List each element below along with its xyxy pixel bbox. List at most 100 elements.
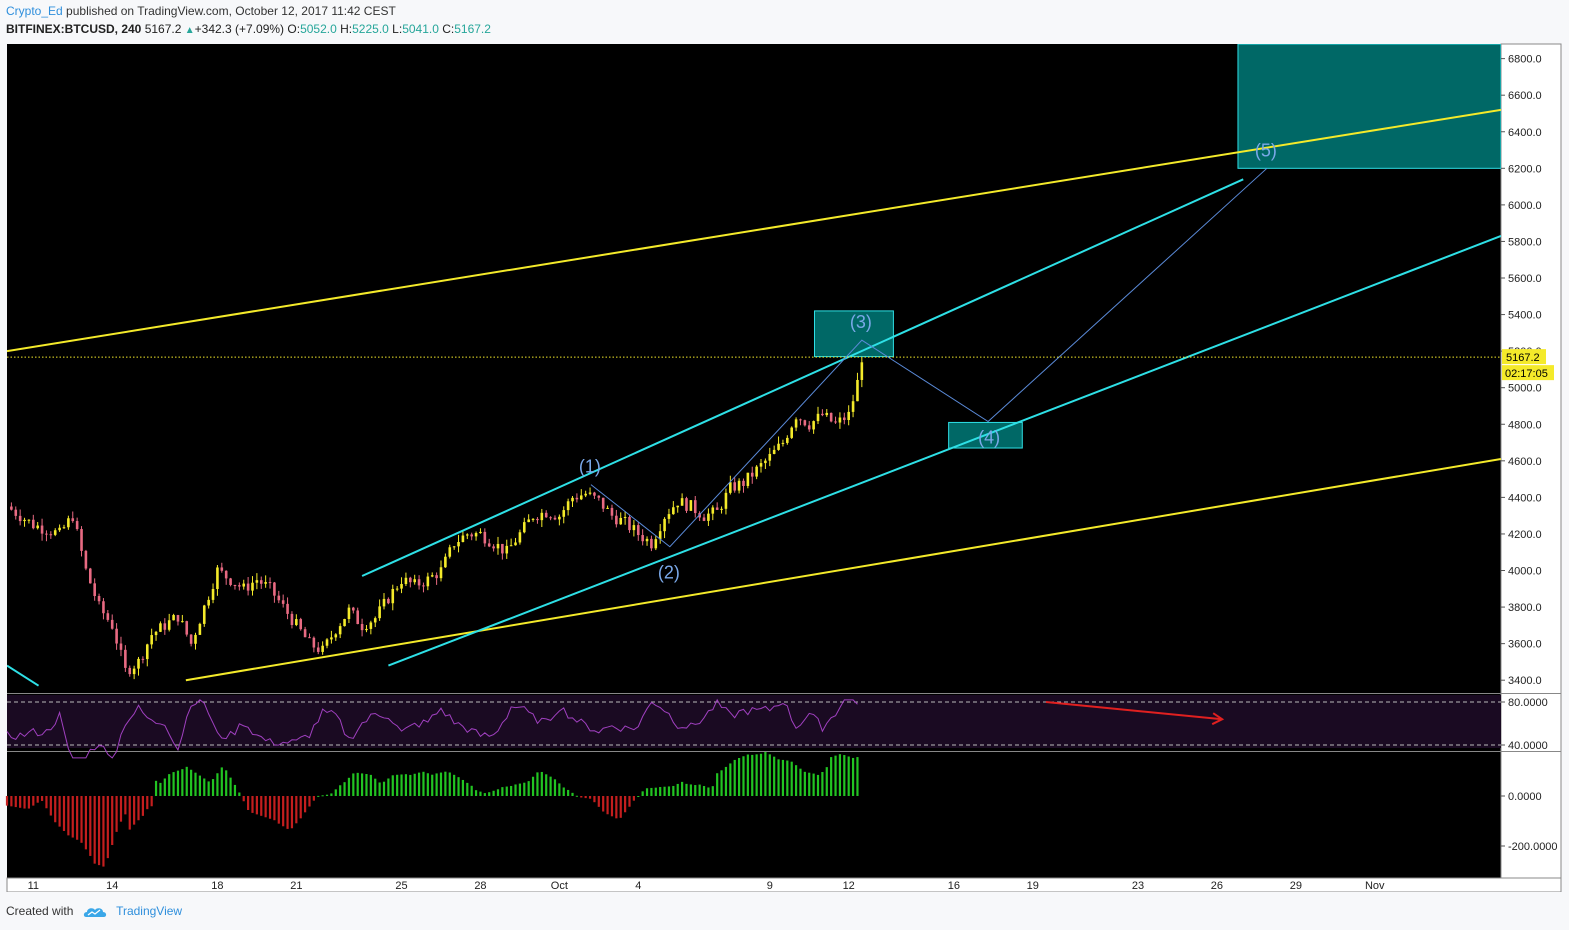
- rsi-divergence-arrow: [1045, 701, 1223, 721]
- histogram-bar: [71, 796, 74, 838]
- price-tick-label: 4800.0: [1508, 419, 1542, 431]
- candle-body: [18, 515, 22, 522]
- histogram-bar: [492, 790, 495, 796]
- histogram-bar: [816, 774, 820, 796]
- candle-body: [746, 472, 750, 486]
- histogram-bar: [606, 796, 609, 815]
- histogram-bar: [764, 751, 767, 796]
- histogram-bar: [518, 783, 522, 796]
- candle-body: [32, 519, 35, 529]
- histogram-bar: [558, 783, 561, 796]
- histogram-bar: [242, 796, 245, 802]
- histogram-bar: [374, 778, 377, 796]
- histogram-bar: [624, 796, 627, 813]
- histogram-bar: [396, 774, 399, 796]
- time-tick-label: 29: [1290, 880, 1302, 892]
- candle-body: [224, 570, 228, 579]
- histogram-bar: [339, 785, 342, 796]
- candle-body: [509, 545, 513, 547]
- candle-body: [119, 643, 123, 650]
- tradingview-cloud-icon: [83, 908, 106, 917]
- candle-body: [816, 413, 820, 422]
- price-tick-label: 6200.0: [1508, 163, 1542, 175]
- candle-body: [167, 620, 171, 630]
- price-tick-label: 6600.0: [1508, 90, 1542, 102]
- author-link[interactable]: Crypto_Ed: [6, 4, 63, 18]
- candle-body: [181, 621, 184, 623]
- trendline: [361, 178, 1244, 577]
- candle-body: [768, 453, 772, 461]
- histogram-bar: [391, 775, 394, 796]
- histogram-bar: [694, 785, 697, 796]
- candle-body: [623, 517, 627, 519]
- symbol-line: BITFINEX:BTCUSD, 240 5167.2 ▲+342.3 (+7.…: [6, 22, 491, 36]
- histogram-bar: [439, 772, 443, 796]
- candle-body: [238, 585, 241, 587]
- candle-body: [733, 482, 737, 491]
- candle-body: [308, 637, 311, 639]
- histogram-bar: [282, 796, 285, 827]
- histogram-bar: [457, 777, 460, 796]
- candle-body: [829, 412, 833, 422]
- histogram-bar: [685, 783, 688, 796]
- candle-body: [474, 533, 478, 537]
- candle-body: [185, 621, 189, 635]
- candle-body: [619, 517, 623, 525]
- candle-body: [189, 634, 193, 644]
- candle-body: [759, 463, 763, 467]
- candle-body: [150, 635, 153, 645]
- candle-body: [365, 628, 368, 631]
- candle-body: [540, 512, 544, 521]
- high-label: H:: [340, 22, 353, 36]
- candle-body: [102, 601, 105, 614]
- histogram-bar: [49, 796, 52, 816]
- histogram-bar: [295, 796, 298, 824]
- countdown-tag: [1502, 365, 1554, 381]
- last-price: 5167.2: [144, 22, 182, 36]
- histogram-bar: [453, 774, 456, 796]
- candle-body: [382, 598, 386, 607]
- price-tick-label: 3400.0: [1508, 675, 1542, 687]
- candle-body: [566, 501, 570, 511]
- candle-body: [847, 411, 850, 421]
- candle-body: [536, 518, 539, 521]
- close-label: C:: [442, 22, 455, 36]
- price-tick-label: 4200.0: [1508, 529, 1542, 541]
- candle-body: [856, 379, 859, 402]
- histogram-bar: [128, 796, 131, 830]
- candle-body: [202, 605, 206, 624]
- candle-body: [198, 623, 202, 635]
- price-tick-label: 5600.0: [1508, 273, 1542, 285]
- time-tick-label: 25: [395, 880, 407, 892]
- price-chart[interactable]: 3400.03600.03800.04000.04200.04400.04600…: [0, 42, 1569, 892]
- trendline: [7, 108, 1501, 353]
- histogram-bar: [856, 757, 859, 796]
- candle-body: [803, 420, 807, 426]
- candle-body: [40, 525, 44, 534]
- candle-body: [672, 507, 675, 515]
- histogram-bar: [273, 796, 276, 821]
- rsi-tick-label: 80.0000: [1508, 697, 1548, 709]
- histogram-bar: [400, 774, 403, 796]
- candle-body: [715, 507, 719, 510]
- candle-body: [834, 421, 837, 423]
- candle-body: [395, 588, 399, 590]
- candle-body: [689, 500, 693, 511]
- candle-body: [522, 522, 526, 533]
- rsi-arrow-head: [1211, 712, 1225, 726]
- histogram-bar: [334, 789, 337, 796]
- price-tick-label: 6800.0: [1508, 54, 1542, 66]
- histogram-bar: [707, 787, 710, 796]
- histogram-bar: [514, 784, 517, 796]
- candle-body: [636, 525, 640, 536]
- candle-body: [312, 637, 316, 648]
- histogram-bar: [803, 771, 806, 796]
- tradingview-link[interactable]: TradingView: [116, 904, 183, 918]
- candle-body: [558, 516, 561, 520]
- candle-body: [220, 567, 224, 571]
- target-box: [1237, 44, 1501, 169]
- histogram-bar: [431, 774, 434, 796]
- histogram-bar: [378, 782, 381, 796]
- histogram-bar: [650, 787, 653, 796]
- histogram-bar: [755, 754, 758, 796]
